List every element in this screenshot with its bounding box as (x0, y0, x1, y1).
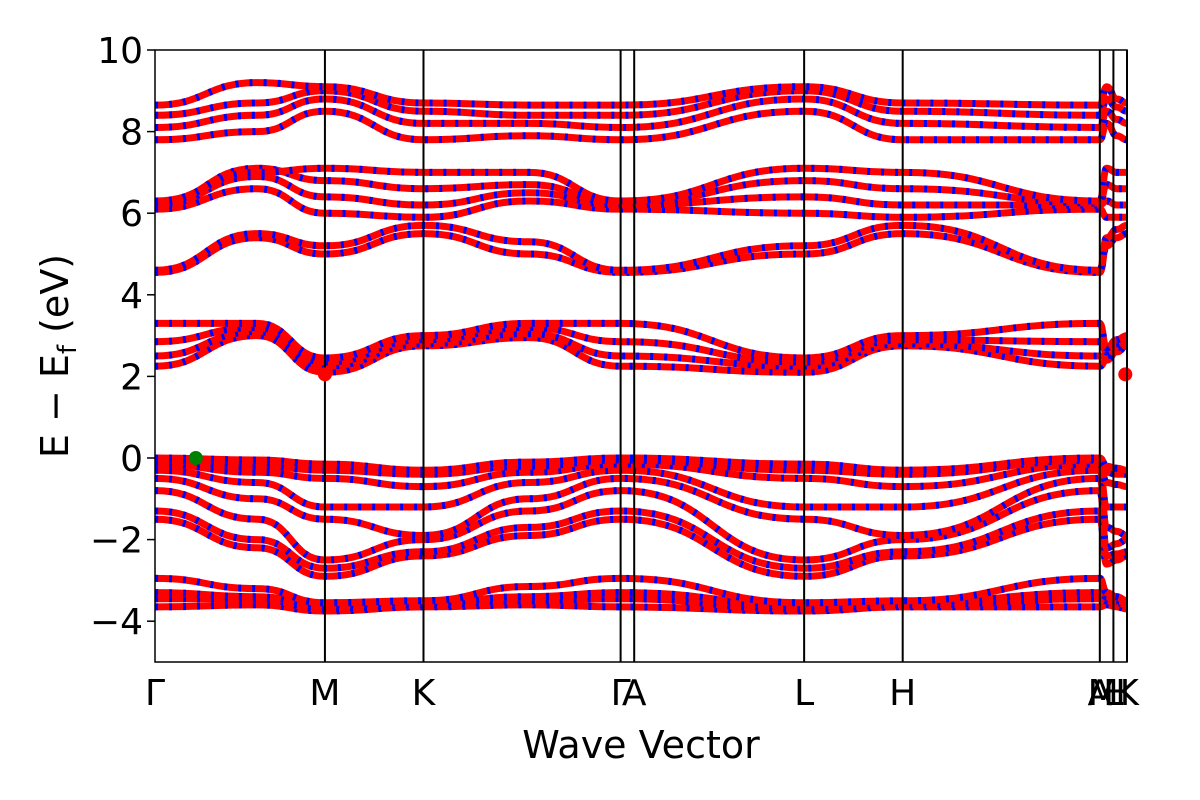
y-tick-label: 4 (120, 276, 143, 317)
x-tick-label: L (794, 673, 814, 714)
band-series-3-dashes (154, 574, 1128, 607)
y-axis-label-main: E − E (33, 354, 77, 458)
x-tick-label: A (1087, 673, 1112, 714)
band-series-12 (154, 332, 1128, 376)
band-series-17 (154, 221, 1128, 274)
band-series-23-dashes (154, 95, 1128, 132)
x-tick-label: A (622, 673, 647, 714)
band-series-7 (154, 474, 1128, 540)
y-ticks: −4 −2 0 2 4 6 8 10 (90, 31, 155, 643)
band-series-13-dashes (154, 327, 1128, 370)
y-tick-label: 10 (97, 31, 143, 72)
y-axis-label-subscript: f (53, 344, 83, 354)
y-tick-label: 6 (120, 194, 143, 235)
x-axis-label: Wave Vector (522, 723, 760, 767)
band-series-8-dashes (154, 466, 1128, 511)
y-axis-label: E − Ef (eV) (33, 254, 83, 458)
x-tick-label: H (1103, 673, 1130, 714)
x-tick-label: K (412, 673, 437, 714)
y-tick-label: −2 (90, 521, 143, 562)
y-tick-label: 8 (120, 113, 143, 154)
plot-frame (154, 49, 1128, 663)
x-tick-label: Γ (145, 673, 165, 714)
y-axis-label-unit: (eV) (33, 254, 77, 345)
band-series-21 (154, 164, 1127, 205)
x-tick-label: Γ (611, 673, 631, 714)
y-tick-label: 0 (120, 439, 143, 480)
x-tick-label: M (309, 673, 340, 714)
marker-layer (188, 367, 1133, 465)
x-tick-label: K (1115, 673, 1140, 714)
extremum-marker-1 (317, 367, 332, 382)
band-series-25-dashes (154, 79, 1128, 109)
x-tick-label: M (1088, 673, 1119, 714)
x-tick-label: L (1103, 673, 1123, 714)
extremum-marker-0 (188, 451, 203, 465)
band-series-15-dashes (155, 319, 1128, 362)
x-tick-label: H (889, 673, 916, 714)
y-tick-label: 2 (120, 357, 143, 398)
y-tick-label: −4 (90, 602, 143, 643)
extremum-marker-2 (1118, 367, 1133, 382)
band-series-layer (154, 79, 1128, 615)
band-series-18 (154, 185, 1127, 221)
